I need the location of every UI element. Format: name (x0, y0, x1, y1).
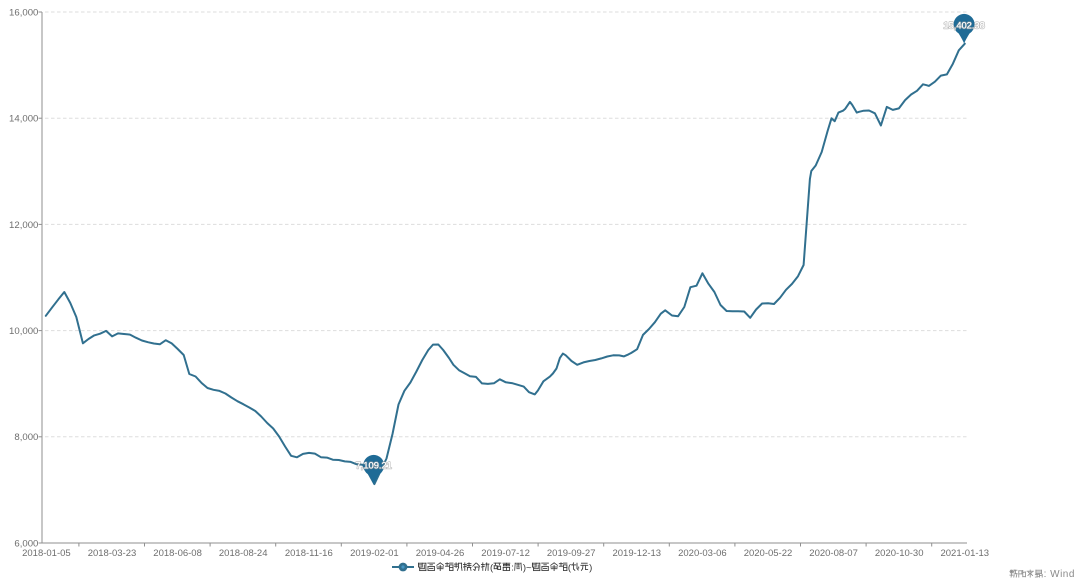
svg-text:2019-12-13: 2019-12-13 (612, 548, 661, 559)
svg-text:2019-02-01: 2019-02-01 (350, 548, 399, 559)
svg-text:2018-08-24: 2018-08-24 (219, 548, 268, 559)
svg-text:2021-01-13: 2021-01-13 (940, 548, 989, 559)
svg-text:2018-03-23: 2018-03-23 (88, 548, 137, 559)
svg-text:: Wind: : Wind (1044, 569, 1075, 580)
svg-text:15,402.38: 15,402.38 (943, 21, 984, 31)
svg-text:)~: )~ (523, 562, 532, 573)
svg-text:12,000: 12,000 (9, 220, 38, 231)
svg-text:2020-08-07: 2020-08-07 (809, 548, 858, 559)
svg-text:8,000: 8,000 (14, 432, 38, 443)
svg-text:7,109.21: 7,109.21 (356, 461, 392, 471)
svg-text:2019-04-26: 2019-04-26 (416, 548, 465, 559)
svg-text:10,000: 10,000 (9, 326, 38, 337)
svg-text:2018-11-16: 2018-11-16 (285, 548, 333, 559)
svg-text:2019-09-27: 2019-09-27 (547, 548, 596, 559)
svg-text:6,000: 6,000 (14, 538, 38, 549)
svg-text:): ) (589, 562, 592, 573)
svg-text:2018-06-08: 2018-06-08 (153, 548, 202, 559)
svg-text:(: ( (490, 562, 494, 573)
svg-text:2018-01-05: 2018-01-05 (22, 548, 71, 559)
svg-text:14,000: 14,000 (9, 114, 38, 125)
svg-text:2019-07-12: 2019-07-12 (481, 548, 530, 559)
svg-text:2020-03-06: 2020-03-06 (678, 548, 727, 559)
svg-text:7,109.21: 7,109.21 (356, 461, 392, 471)
svg-text:2020-10-30: 2020-10-30 (875, 548, 924, 559)
svg-text:15,402.38: 15,402.38 (943, 21, 984, 31)
svg-text::: : (511, 562, 514, 573)
svg-text:(: ( (568, 562, 572, 573)
svg-text:16,000: 16,000 (9, 7, 38, 18)
svg-text:2020-05-22: 2020-05-22 (744, 548, 793, 559)
